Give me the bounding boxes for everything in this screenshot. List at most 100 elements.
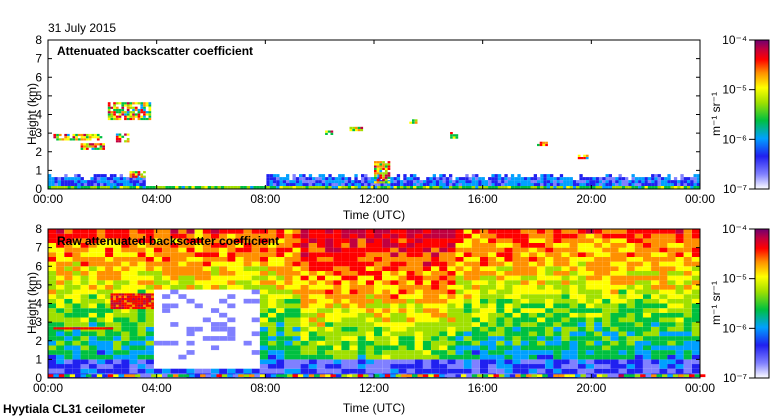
- backscatter-cell: [96, 298, 105, 304]
- backscatter-cell: [86, 147, 89, 150]
- backscatter-cell: [341, 233, 350, 239]
- backscatter-cell: [382, 252, 391, 257]
- backscatter-cell: [357, 298, 366, 304]
- backscatter-cell: [542, 141, 546, 144]
- backscatter-cell: [422, 350, 431, 355]
- backscatter-cell: [64, 233, 73, 239]
- backscatter-cell: [390, 350, 399, 355]
- backscatter-cell: [488, 256, 497, 262]
- backscatter-cell: [533, 177, 537, 181]
- backscatter-cell: [119, 186, 123, 189]
- backscatter-cell: [227, 243, 236, 248]
- backscatter-cell: [488, 312, 497, 318]
- backscatter-cell: [496, 303, 505, 309]
- backscatter-cell: [75, 136, 78, 139]
- backscatter-cell: [455, 280, 464, 285]
- backscatter-cell: [545, 243, 554, 248]
- backscatter-cell: [569, 368, 578, 374]
- backscatter-cell: [292, 229, 301, 234]
- backscatter-cell: [442, 183, 446, 186]
- backscatter-cell: [151, 374, 157, 378]
- backscatter-cell: [243, 270, 252, 276]
- backscatter-cell: [406, 368, 415, 374]
- backscatter-cell: [553, 331, 562, 337]
- backscatter-cell: [626, 345, 635, 351]
- backscatter-cell: [338, 174, 342, 178]
- backscatter-cell: [80, 294, 89, 299]
- backscatter-cell: [384, 176, 388, 179]
- backscatter-cell: [162, 275, 171, 281]
- backscatter-cell: [618, 312, 627, 318]
- backscatter-cell: [129, 331, 138, 337]
- backscatter-cell: [341, 174, 345, 178]
- backscatter-cell: [374, 331, 383, 337]
- backscatter-cell: [300, 345, 309, 351]
- backscatter-cell: [284, 256, 293, 262]
- backscatter-cell: [64, 312, 73, 318]
- backscatter-cell: [137, 300, 141, 303]
- backscatter-cell: [153, 243, 162, 248]
- backscatter-cell: [496, 233, 505, 239]
- backscatter-cell: [545, 270, 554, 276]
- backscatter-cell: [64, 280, 73, 285]
- backscatter-cell: [651, 238, 660, 243]
- backscatter-cell: [659, 252, 668, 257]
- backscatter-cell: [390, 322, 399, 327]
- backscatter-cell: [126, 113, 130, 116]
- backscatter-cell: [422, 289, 431, 295]
- backscatter-cell: [279, 183, 283, 186]
- backscatter-cell: [687, 183, 691, 186]
- backscatter-cell: [121, 261, 130, 267]
- backscatter-cell: [374, 172, 377, 175]
- backscatter-cell: [276, 275, 285, 281]
- backscatter-cell: [88, 243, 97, 248]
- backscatter-cell: [468, 183, 472, 186]
- backscatter-cell: [675, 247, 684, 253]
- backscatter-cell: [219, 275, 228, 281]
- backscatter-cell: [545, 275, 554, 281]
- backscatter-cell: [88, 303, 97, 309]
- backscatter-cell: [300, 247, 309, 253]
- backscatter-cell: [349, 289, 358, 295]
- backscatter-cell: [683, 243, 692, 248]
- backscatter-cell: [94, 147, 97, 150]
- backscatter-cell: [357, 354, 366, 360]
- backscatter-cell: [153, 266, 162, 271]
- backscatter-cell: [691, 359, 700, 365]
- backscatter-cell: [272, 186, 277, 189]
- backscatter-cell: [696, 180, 700, 184]
- backscatter-cell: [132, 113, 135, 116]
- backscatter-cell: [463, 294, 472, 299]
- backscatter-cell: [56, 312, 65, 318]
- backscatter-cell: [577, 354, 586, 360]
- backscatter-cell: [634, 317, 643, 323]
- backscatter-cell: [393, 183, 397, 186]
- backscatter-cell: [520, 261, 529, 267]
- backscatter-cell: [186, 284, 195, 290]
- backscatter-cell: [654, 177, 658, 181]
- backscatter-cell: [121, 111, 125, 114]
- backscatter-cell: [96, 289, 105, 295]
- backscatter-cell: [325, 364, 334, 369]
- backscatter-cell: [396, 174, 401, 178]
- backscatter-cell: [447, 298, 456, 304]
- backscatter-cell: [227, 368, 236, 374]
- backscatter-cell: [121, 359, 130, 365]
- backscatter-cell: [292, 266, 301, 271]
- backscatter-cell: [406, 252, 415, 257]
- backscatter-cell: [520, 266, 529, 271]
- y-tick-label: 3: [35, 126, 42, 140]
- backscatter-cell: [148, 108, 152, 112]
- backscatter-cell: [561, 247, 570, 253]
- backscatter-cell: [644, 183, 648, 186]
- backscatter-cell: [510, 174, 515, 178]
- backscatter-cell: [634, 303, 643, 309]
- backscatter-cell: [610, 298, 619, 304]
- backscatter-cell: [83, 136, 86, 139]
- backscatter-cell: [651, 233, 660, 239]
- backscatter-cell: [202, 270, 211, 276]
- backscatter-cell: [667, 340, 676, 346]
- backscatter-cell: [413, 177, 417, 181]
- backscatter-cell: [194, 374, 201, 378]
- backscatter-cell: [626, 359, 635, 365]
